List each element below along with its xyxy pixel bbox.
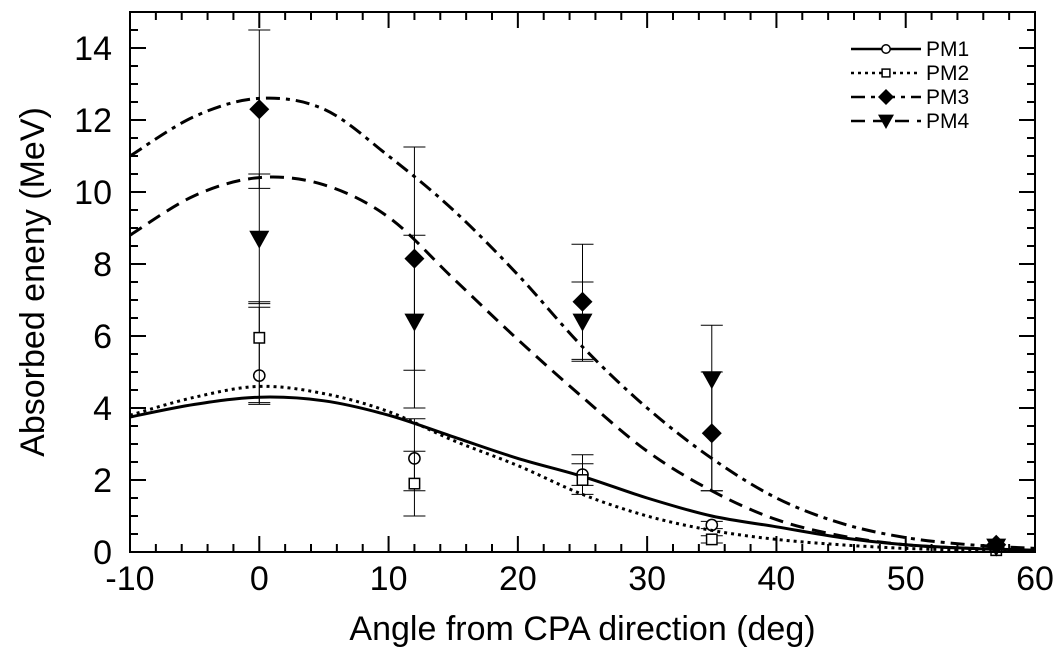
marker-square — [408, 477, 421, 490]
x-tick-label: 10 — [370, 560, 408, 598]
x-tick-label: 50 — [887, 560, 925, 598]
y-tick-label: 4 — [93, 390, 112, 428]
plot-area — [130, 29, 1035, 557]
x-tick-label: 40 — [758, 560, 796, 598]
marker-square — [881, 68, 891, 78]
y-tick-label: 8 — [93, 246, 112, 284]
legend-item-pm3: PM3 — [851, 86, 969, 109]
legend-item-pm4: PM4 — [851, 110, 970, 133]
marker-square — [253, 331, 266, 344]
marker-triangle-down — [878, 114, 894, 129]
series-curve — [130, 175, 1035, 552]
marker-square — [705, 533, 718, 546]
marker-triangle-down — [701, 371, 722, 390]
marker-diamond — [878, 89, 894, 105]
x-axis-title: Angle from CPA direction (deg) — [349, 610, 815, 648]
legend-label: PM3 — [926, 86, 969, 109]
y-tick-label: 14 — [74, 30, 112, 68]
legend-item-pm1: PM1 — [851, 38, 969, 61]
series-pm4 — [130, 173, 1035, 557]
marker-circle — [881, 44, 891, 54]
y-tick-label: 12 — [74, 102, 112, 140]
x-tick-label: -10 — [105, 560, 154, 598]
marker-diamond — [249, 99, 270, 120]
x-tick-label: 30 — [628, 560, 666, 598]
x-tick-label: 20 — [499, 560, 537, 598]
y-tick-label: 6 — [93, 318, 112, 356]
marker-square — [576, 474, 589, 486]
legend-label: PM4 — [926, 110, 970, 133]
marker-triangle-down — [572, 313, 593, 332]
marker-triangle-down — [249, 230, 270, 249]
y-tick-label: 2 — [93, 462, 112, 500]
marker-triangle-down — [404, 313, 425, 332]
y-axis: 0 2 4 6 8 10 12 14 — [74, 11, 1035, 572]
x-tick-label: 60 — [1016, 560, 1054, 598]
y-axis-title: Absorbed eneny (MeV) — [14, 107, 52, 457]
y-tick-label: 0 — [93, 534, 112, 572]
y-tick-label: 10 — [74, 174, 112, 212]
legend-item-pm2: PM2 — [851, 62, 969, 85]
x-axis: -10 0 10 20 30 40 50 60 — [105, 12, 1054, 598]
legend-label: PM1 — [926, 38, 969, 61]
legend-label: PM2 — [926, 62, 969, 85]
marker-triangle-down — [986, 538, 1007, 557]
x-tick-label: 0 — [250, 560, 269, 598]
